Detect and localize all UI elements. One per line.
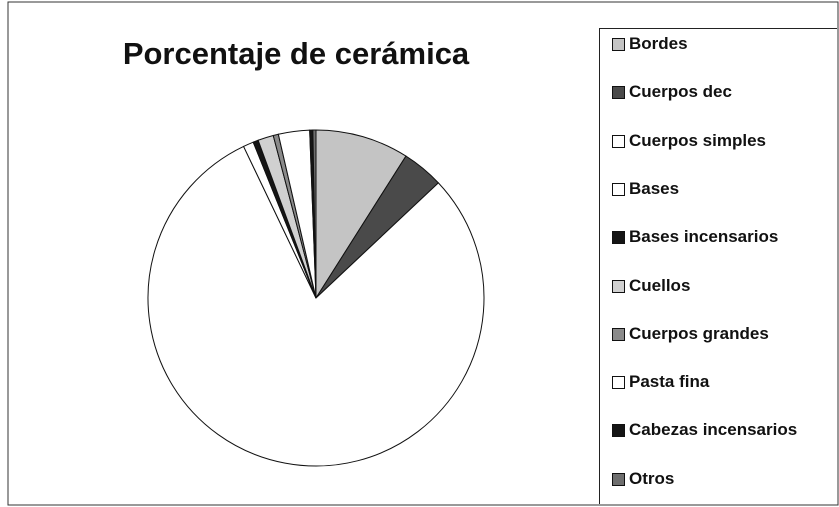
legend-item: Cuellos [612, 276, 814, 295]
chart-title: Porcentaje de cerámica [123, 36, 470, 71]
legend-label: Pasta fina [629, 372, 710, 392]
legend-item: Cuerpos grandes [612, 324, 814, 343]
legend-label: Cuellos [629, 275, 691, 295]
legend-item: Otros [612, 469, 814, 488]
legend-swatch [612, 182, 625, 196]
legend-label: Otros [629, 468, 675, 488]
pie-slice [315, 129, 407, 300]
legend-swatch [612, 376, 625, 390]
legend-swatch [612, 424, 625, 438]
legend-label: Bases incensarios [629, 227, 779, 247]
legend-swatch [612, 231, 625, 245]
legend: Bordes Cuerpos dec Cuerpos simples Bases Bas… [599, 28, 837, 504]
legend-item: Bordes [612, 34, 814, 53]
legend-item: Cuerpos dec [612, 82, 814, 101]
legend-swatch [612, 134, 625, 148]
chart-frame [7, 1, 839, 506]
pie-slice [312, 129, 317, 299]
legend-label: Bases [629, 178, 680, 198]
legend-item: Cabezas incensarios [612, 420, 814, 439]
legend-label: Cuerpos grandes [629, 323, 769, 343]
legend-swatch [612, 86, 625, 100]
legend-swatch [612, 472, 625, 486]
legend-label: Cabezas incensarios [629, 420, 798, 440]
legend-item: Bases incensarios [612, 227, 814, 246]
legend-swatch [612, 279, 625, 293]
legend-item: Cuerpos simples [612, 131, 814, 150]
pie-slice [147, 145, 485, 467]
legend-label: Cuerpos simples [629, 130, 766, 150]
legend-swatch [612, 38, 625, 51]
legend-item: Bases [612, 179, 814, 198]
legend-item: Pasta fina [612, 372, 814, 391]
legend-label: Cuerpos dec [629, 82, 732, 102]
legend-label: Bordes [629, 34, 688, 53]
legend-swatch [612, 327, 625, 341]
